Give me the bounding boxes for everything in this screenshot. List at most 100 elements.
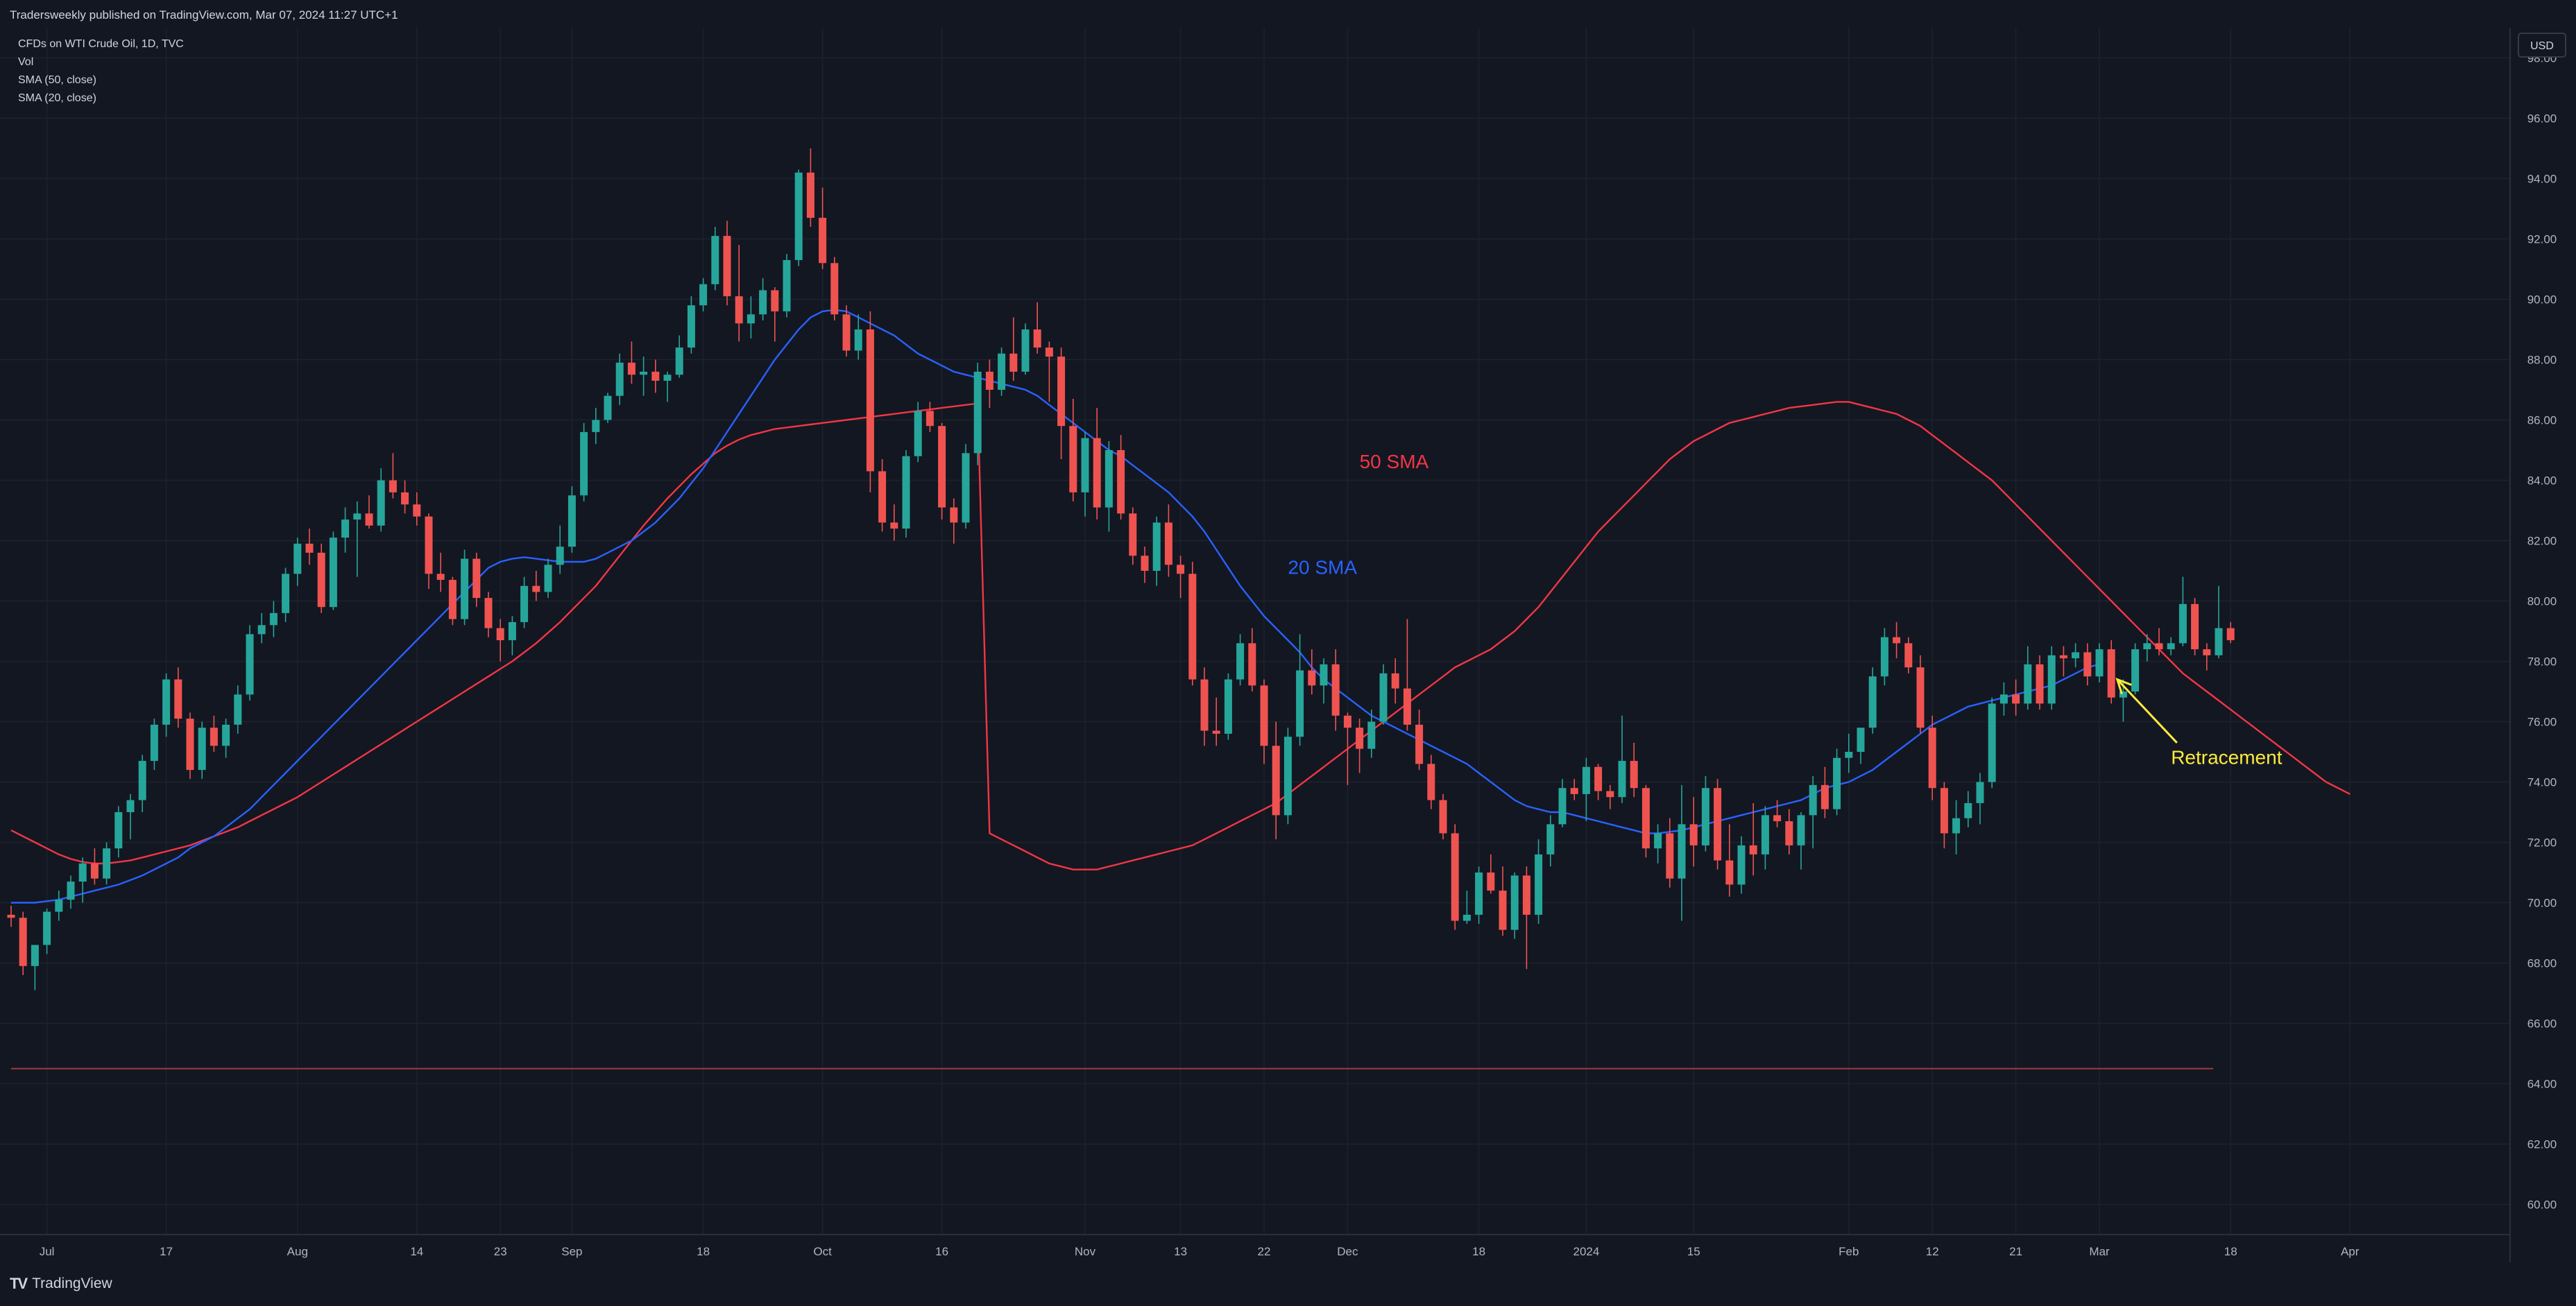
candle-body[interactable] [425,516,433,574]
candle-body[interactable] [568,495,576,547]
candle-body[interactable] [31,945,39,966]
candle-body[interactable] [138,761,146,800]
candle-body[interactable] [198,728,206,771]
candle-body[interactable] [1081,438,1089,492]
candle-body[interactable] [1773,815,1782,822]
candle-body[interactable] [246,634,254,695]
candle-body[interactable] [1988,703,1996,782]
candle-body[interactable] [496,628,504,641]
candle-body[interactable] [2095,649,2104,677]
candle-body[interactable] [640,371,648,375]
candle-body[interactable] [1439,800,1447,834]
candle-body[interactable] [651,371,660,381]
candle-body[interactable] [842,314,851,351]
candle-body[interactable] [7,914,15,918]
candle-body[interactable] [2083,652,2092,677]
candle-body[interactable] [150,724,158,762]
candle-body[interactable] [1248,643,1256,686]
candle-body[interactable] [43,911,51,945]
currency-button[interactable] [2518,33,2566,58]
candle-body[interactable] [1451,833,1459,921]
candle-body[interactable] [1820,784,1829,809]
candle-body[interactable] [2226,628,2235,641]
candle-body[interactable] [1403,688,1411,725]
candle-body[interactable] [1487,873,1495,891]
candle-body[interactable] [663,375,672,381]
candle-body[interactable] [305,543,314,553]
candle-body[interactable] [1367,721,1376,749]
candle-body[interactable] [1964,802,1972,818]
candle-body[interactable] [1880,637,1888,677]
candle-body[interactable] [1343,715,1351,728]
candle-body[interactable] [1761,815,1769,854]
candle-body[interactable] [186,719,194,771]
candle-body[interactable] [854,329,862,351]
candle-body[interactable] [282,574,290,613]
candle-body[interactable] [1296,670,1304,737]
candle-body[interactable] [1952,818,1961,834]
candle-body[interactable] [1391,673,1399,689]
candle-body[interactable] [2155,643,2163,650]
candle-body[interactable] [1928,728,1936,789]
candle-body[interactable] [1999,694,2008,704]
tradingview-logo[interactable]: TV TradingView [10,1275,112,1293]
candle-body[interactable] [401,492,409,505]
candle-body[interactable] [675,347,683,375]
candle-body[interactable] [2119,691,2127,698]
candle-body[interactable] [1868,676,1877,728]
candle-body[interactable] [615,362,624,396]
candle-body[interactable] [1940,788,1948,834]
candle-body[interactable] [950,507,958,523]
candle-body[interactable] [819,218,827,264]
candle-body[interactable] [2215,628,2223,655]
candle-body[interactable] [830,263,839,315]
candle-body[interactable] [735,296,743,324]
candle-body[interactable] [723,236,731,297]
candle-body[interactable] [1141,556,1149,571]
candle-body[interactable] [699,284,708,306]
candle-body[interactable] [2047,655,2056,704]
candle-body[interactable] [19,918,27,966]
legend-sma20[interactable]: SMA (20, close) [18,92,96,104]
candle-body[interactable] [1033,329,1041,348]
candle-body[interactable] [998,353,1006,390]
candle-body[interactable] [1177,565,1185,574]
candle-body[interactable] [580,431,588,496]
candle-body[interactable] [1499,891,1507,930]
candle-body[interactable] [1188,574,1197,680]
candle-body[interactable] [1689,824,1698,845]
candle-body[interactable] [592,420,600,432]
candle-body[interactable] [1654,833,1662,849]
candle-body[interactable] [484,598,493,628]
candle-body[interactable] [771,290,779,311]
legend-vol[interactable]: Vol [18,56,33,68]
candle-body[interactable] [78,863,87,882]
candle-body[interactable] [1737,845,1746,885]
candle-body[interactable] [985,371,993,390]
legend-sma50[interactable]: SMA (50, close) [18,74,96,86]
candle-body[interactable] [1641,788,1650,849]
candle-body[interactable] [890,522,898,529]
candle-body[interactable] [1272,746,1280,816]
candle-body[interactable] [1678,824,1686,879]
candle-body[interactable] [210,728,218,746]
candle-body[interactable] [126,800,135,812]
candle-body[interactable] [341,519,350,538]
candle-body[interactable] [2072,652,2080,659]
candle-body[interactable] [1558,788,1567,825]
candles[interactable] [7,148,2235,990]
candle-body[interactable] [1308,670,1316,686]
candle-body[interactable] [1152,522,1161,571]
candle-body[interactable] [1904,643,1913,668]
candle-body[interactable] [1379,673,1388,722]
candle-body[interactable] [2203,649,2211,655]
candle-body[interactable] [627,362,636,375]
candle-body[interactable] [1320,664,1328,686]
candle-body[interactable] [1510,875,1519,930]
candle-body[interactable] [103,848,111,879]
candle-body[interactable] [1857,728,1865,752]
candle-body[interactable] [1117,450,1125,514]
time-axis[interactable]: Jul 17 Aug 14 23 Sep 18 Oct 16 Nov 13 22 Dec 18 2024 15… [40,1245,2360,1258]
candle-body[interactable] [1224,679,1232,734]
